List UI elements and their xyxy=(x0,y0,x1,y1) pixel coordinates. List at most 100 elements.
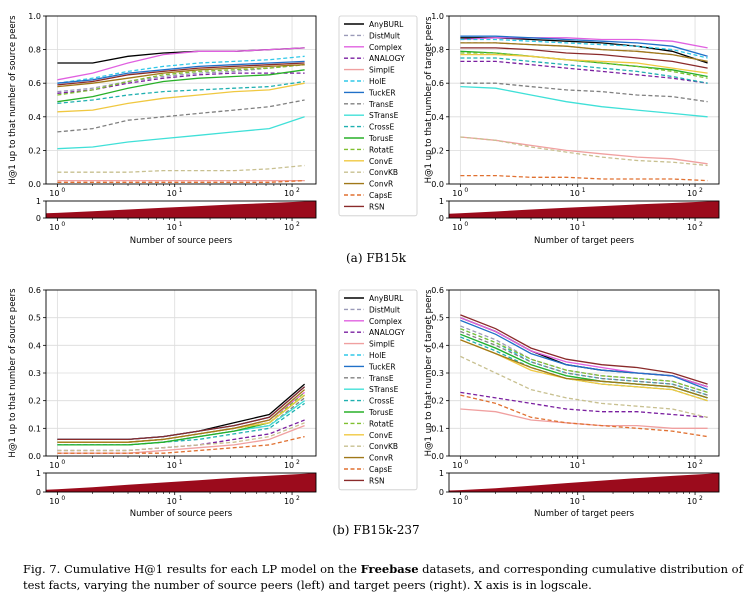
x-axis-label: Number of target peers xyxy=(534,236,635,246)
x-tick-label: 10 xyxy=(452,189,462,198)
x-axis-label: Number of target peers xyxy=(534,509,635,519)
y-tick-label: 0.8 xyxy=(28,46,41,55)
legend-label-hole: HolE xyxy=(369,77,386,86)
legend-label-convr: ConvR xyxy=(369,454,393,463)
x-tick-exponent: 1 xyxy=(179,187,183,194)
dist-x-tick-exponent: 2 xyxy=(296,221,300,228)
series-line-convkb xyxy=(460,136,708,167)
series-line-rotate xyxy=(460,52,708,79)
distribution-frame xyxy=(45,472,317,493)
dist-y-tick-label: 1 xyxy=(439,197,444,206)
dist-x-tick-exponent: 2 xyxy=(699,495,703,502)
y-tick-label: 1.0 xyxy=(431,12,444,21)
x-tick-exponent: 0 xyxy=(61,459,65,466)
dist-x-tick-exponent: 1 xyxy=(179,495,183,502)
y-tick-label: 0.3 xyxy=(431,369,444,378)
x-tick-label: 10 xyxy=(570,461,580,470)
y-tick-label: 0.5 xyxy=(28,314,41,323)
legend-label-simple: SimplE xyxy=(369,340,395,349)
dist-x-tick-label: 10 xyxy=(167,223,177,232)
y-tick-label: 0.2 xyxy=(431,146,444,155)
series-line-rsn xyxy=(57,62,305,86)
y-tick-label: 0.6 xyxy=(431,79,444,88)
y-axis-label: H@1 up to that number of target peers xyxy=(424,289,434,456)
legend-label-tucker: TuckER xyxy=(368,88,396,97)
series-line-hole xyxy=(460,38,708,59)
legend-label-analogy: ANALOGY xyxy=(369,328,405,337)
legend-box xyxy=(338,289,418,491)
x-tick-label: 10 xyxy=(167,189,177,198)
series-line-capse xyxy=(57,179,305,183)
series-line-convr xyxy=(57,64,305,88)
dist-x-tick-exponent: 1 xyxy=(582,221,586,228)
series-line-crosse xyxy=(57,402,305,446)
legend-label-conve: ConvE xyxy=(369,157,393,166)
legend-box xyxy=(338,15,418,217)
y-tick-label: 0.0 xyxy=(28,180,41,189)
x-tick-label: 10 xyxy=(167,461,177,470)
dist-x-tick-label: 10 xyxy=(570,223,580,232)
series-line-crosse xyxy=(57,80,305,105)
figure-caption: Fig. 7. Cumulative H@1 results for each … xyxy=(23,561,743,593)
chart-fb15k237-target: 0.00.10.20.30.40.50.610 0 10 1 10 2H@1 up to … xyxy=(424,286,720,519)
legend-label-simple: SimplE xyxy=(369,66,395,75)
dist-x-tick-label: 10 xyxy=(284,497,294,506)
plot-frame xyxy=(448,15,720,185)
dist-y-tick-label: 0 xyxy=(36,488,41,497)
y-tick-label: 0.0 xyxy=(28,452,41,461)
chart-fb15k237-source: 0.00.10.20.30.40.50.610 0 10 1 10 2H@1 up to … xyxy=(8,286,317,519)
series-line-capse xyxy=(460,174,708,182)
series-line-conve xyxy=(57,82,305,113)
series-line-capse xyxy=(57,435,305,454)
y-tick-label: 0.4 xyxy=(431,113,444,122)
series-line-transe xyxy=(460,82,708,103)
x-tick-exponent: 2 xyxy=(699,459,703,466)
distribution-area xyxy=(449,201,719,218)
series-line-tucker xyxy=(57,386,306,441)
dist-x-tick-exponent: 1 xyxy=(179,221,183,228)
series-line-simple xyxy=(460,408,708,429)
legend-label-rsn: RSN xyxy=(369,476,385,485)
series-line-convr xyxy=(460,42,708,63)
distribution-frame xyxy=(448,200,720,219)
dist-x-tick-label: 10 xyxy=(452,223,462,232)
series-line-convkb xyxy=(57,422,305,452)
series-line-analogy xyxy=(460,60,708,84)
series-line-tucker xyxy=(460,35,708,57)
legend-fb15k237: AnyBURL DistMult Complex ANALOGY SimplE HolE T… xyxy=(338,289,418,491)
series-line-distmult xyxy=(57,394,306,443)
x-tick-label: 10 xyxy=(687,189,697,198)
dist-y-tick-label: 1 xyxy=(36,197,41,206)
dist-y-tick-label: 0 xyxy=(36,214,41,223)
x-tick-label: 10 xyxy=(687,461,697,470)
series-line-anyburl xyxy=(57,383,306,441)
y-axis-label: H@1 up to that number of source peers xyxy=(8,15,18,185)
legend-label-stranse: STransE xyxy=(369,385,399,394)
distribution-frame xyxy=(448,472,720,493)
legend-label-anyburl: AnyBURL xyxy=(369,294,404,303)
series-line-convkb xyxy=(57,164,305,173)
series-line-hole xyxy=(57,55,305,84)
legend-label-capse: CapsE xyxy=(369,191,393,200)
figure-caption-prefix: Fig. 7. Cumulative H@1 results for each … xyxy=(23,562,361,576)
distribution-area xyxy=(46,201,316,218)
dist-x-tick-label: 10 xyxy=(49,497,59,506)
x-tick-label: 10 xyxy=(49,189,59,198)
legend-label-complex: Complex xyxy=(369,43,402,52)
dist-x-tick-label: 10 xyxy=(452,497,462,506)
series-line-complex xyxy=(57,47,305,81)
dist-x-tick-label: 10 xyxy=(687,497,697,506)
y-axis-label: H@1 up to that number of source peers xyxy=(8,288,18,458)
series-line-conve xyxy=(460,53,708,74)
dist-x-tick-exponent: 0 xyxy=(464,221,468,228)
y-tick-label: 0.2 xyxy=(28,146,41,155)
series-line-convr xyxy=(460,339,708,399)
dist-x-tick-exponent: 2 xyxy=(296,495,300,502)
legend-label-analogy: ANALOGY xyxy=(369,54,405,63)
legend-label-complex: Complex xyxy=(369,317,402,326)
legend-label-transe: TransE xyxy=(368,100,394,109)
series-line-hole xyxy=(57,394,306,443)
x-tick-exponent: 1 xyxy=(179,459,183,466)
series-line-rsn xyxy=(460,314,708,385)
x-tick-exponent: 2 xyxy=(296,187,300,194)
